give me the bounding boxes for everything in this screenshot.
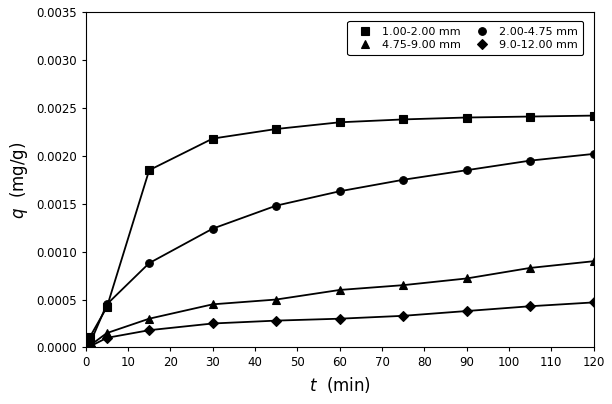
Line: 2.00-4.75 mm: 2.00-4.75 mm: [82, 150, 597, 351]
9.0-12.00 mm: [86, 344, 94, 349]
1.00-2.00 mm: [86, 335, 94, 339]
9.0-12.00 mm: [463, 309, 470, 314]
1.00-2.00 mm: [463, 115, 470, 120]
4.75-9.00 mm: [146, 316, 153, 321]
4.75-9.00 mm: [82, 345, 89, 350]
9.0-12.00 mm: [400, 314, 407, 318]
4.75-9.00 mm: [400, 283, 407, 288]
1.00-2.00 mm: [209, 136, 217, 141]
4.75-9.00 mm: [272, 297, 280, 302]
4.75-9.00 mm: [209, 302, 217, 307]
9.0-12.00 mm: [103, 335, 111, 340]
1.00-2.00 mm: [336, 120, 343, 125]
9.0-12.00 mm: [590, 300, 597, 305]
9.0-12.00 mm: [209, 321, 217, 326]
2.00-4.75 mm: [590, 152, 597, 156]
1.00-2.00 mm: [272, 126, 280, 131]
2.00-4.75 mm: [146, 261, 153, 265]
2.00-4.75 mm: [526, 158, 534, 163]
1.00-2.00 mm: [103, 305, 111, 309]
Legend: 1.00-2.00 mm, 4.75-9.00 mm, 2.00-4.75 mm, 9.0-12.00 mm: 1.00-2.00 mm, 4.75-9.00 mm, 2.00-4.75 mm…: [348, 21, 583, 55]
2.00-4.75 mm: [82, 345, 89, 350]
1.00-2.00 mm: [146, 168, 153, 173]
2.00-4.75 mm: [86, 341, 94, 346]
4.75-9.00 mm: [463, 276, 470, 281]
Line: 9.0-12.00 mm: 9.0-12.00 mm: [82, 299, 597, 351]
4.75-9.00 mm: [86, 343, 94, 348]
X-axis label: $t$  (min): $t$ (min): [308, 375, 371, 395]
1.00-2.00 mm: [526, 114, 534, 119]
9.0-12.00 mm: [272, 318, 280, 323]
2.00-4.75 mm: [272, 203, 280, 208]
9.0-12.00 mm: [146, 328, 153, 332]
Line: 4.75-9.00 mm: 4.75-9.00 mm: [82, 257, 597, 351]
4.75-9.00 mm: [526, 265, 534, 270]
Y-axis label: $q$  (mg/g): $q$ (mg/g): [9, 141, 31, 219]
2.00-4.75 mm: [209, 226, 217, 231]
4.75-9.00 mm: [336, 288, 343, 292]
Line: 1.00-2.00 mm: 1.00-2.00 mm: [82, 112, 597, 351]
4.75-9.00 mm: [590, 259, 597, 264]
9.0-12.00 mm: [82, 345, 89, 350]
1.00-2.00 mm: [400, 117, 407, 122]
1.00-2.00 mm: [82, 345, 89, 350]
1.00-2.00 mm: [590, 113, 597, 118]
2.00-4.75 mm: [103, 302, 111, 307]
2.00-4.75 mm: [463, 168, 470, 173]
4.75-9.00 mm: [103, 330, 111, 335]
2.00-4.75 mm: [336, 189, 343, 194]
2.00-4.75 mm: [400, 177, 407, 182]
9.0-12.00 mm: [336, 316, 343, 321]
9.0-12.00 mm: [526, 304, 534, 309]
